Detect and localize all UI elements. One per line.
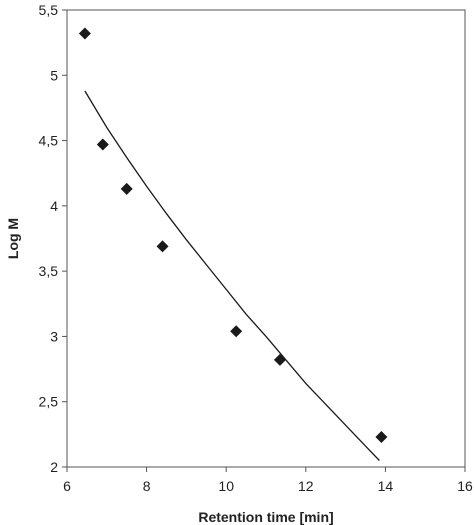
y-tick-label: 2 <box>50 459 58 475</box>
data-point-marker <box>96 138 109 151</box>
y-tick-label: 4 <box>50 198 58 214</box>
x-tick-label: 6 <box>63 478 71 494</box>
y-tick-label: 5,5 <box>39 2 59 18</box>
x-tick-label: 16 <box>457 478 473 494</box>
x-tick-label: 8 <box>143 478 151 494</box>
x-axis: 6 8 10 12 14 16 <box>63 467 473 494</box>
x-axis-title: Retention time [min] <box>198 509 333 525</box>
data-point-marker <box>78 27 91 40</box>
fit-curve-layer <box>84 90 380 461</box>
data-point-marker <box>156 240 169 253</box>
data-point-marker <box>120 182 133 195</box>
y-axis: 2 2,5 3 3,5 4 4,5 5 5,5 <box>39 2 67 475</box>
x-tick-label: 14 <box>378 478 394 494</box>
y-axis-title: Log M <box>5 218 21 259</box>
y-tick-label: 3 <box>50 328 58 344</box>
y-tick-label: 2,5 <box>39 394 59 410</box>
plot-area <box>66 9 466 468</box>
data-points-layer <box>78 27 388 443</box>
y-tick-label: 3,5 <box>39 263 59 279</box>
y-tick-label: 5 <box>50 67 58 83</box>
data-point-marker <box>273 353 286 366</box>
data-point-marker <box>230 325 243 338</box>
x-tick-label: 12 <box>298 478 314 494</box>
x-tick-label: 10 <box>218 478 234 494</box>
y-tick-label: 4,5 <box>39 133 59 149</box>
data-point-marker <box>375 430 388 443</box>
fit-curve-line <box>84 90 380 461</box>
